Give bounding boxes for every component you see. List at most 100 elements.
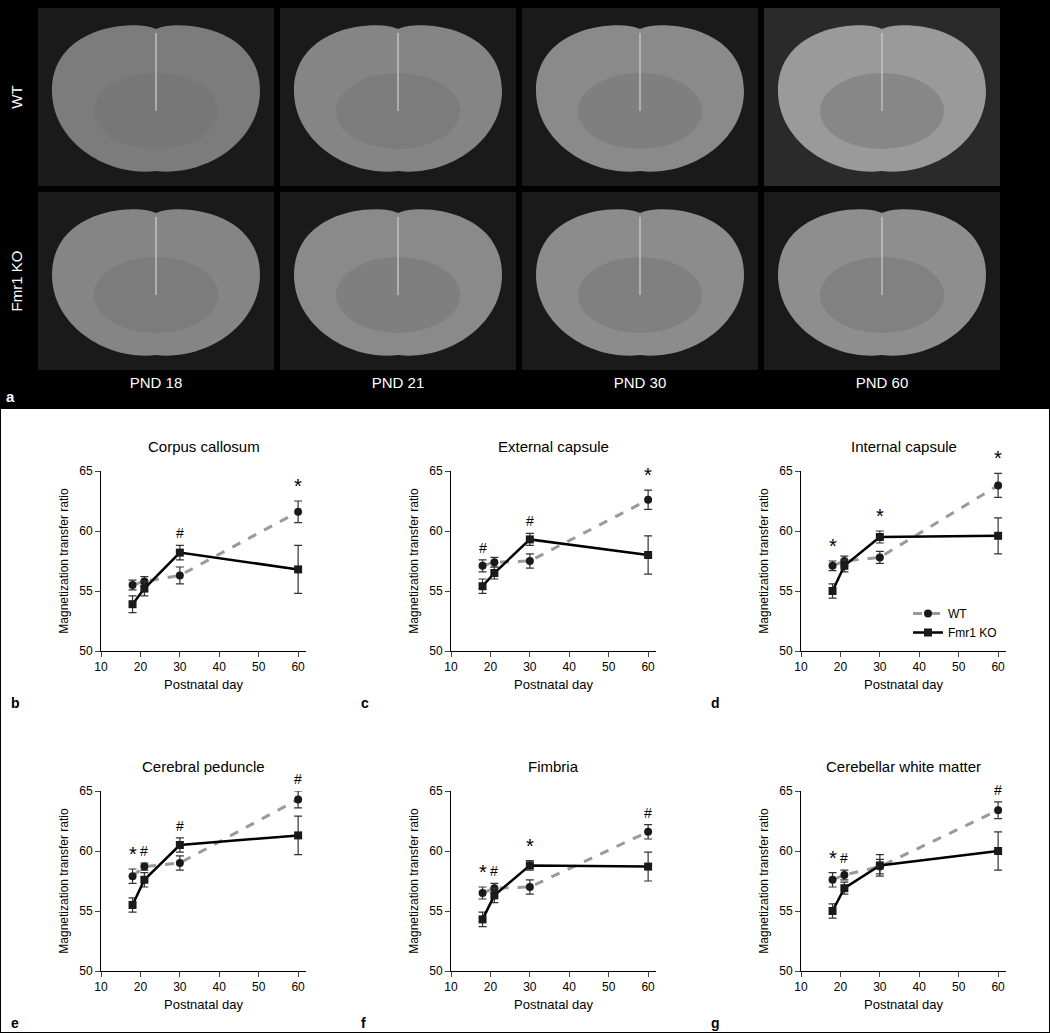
svg-text:40: 40 — [563, 980, 577, 994]
svg-text:#: # — [140, 843, 148, 859]
svg-text:d: d — [711, 695, 720, 711]
svg-text:#: # — [994, 782, 1002, 798]
svg-text:50: 50 — [952, 660, 966, 674]
svg-text:Internal capsule: Internal capsule — [851, 438, 957, 455]
svg-text:50: 50 — [429, 964, 443, 978]
svg-text:40: 40 — [563, 660, 577, 674]
svg-text:Fmr1 KO: Fmr1 KO — [8, 251, 25, 312]
svg-text:WT: WT — [8, 85, 25, 108]
svg-text:50: 50 — [779, 644, 793, 658]
svg-text:#: # — [644, 805, 652, 821]
svg-text:Fimbria: Fimbria — [528, 758, 579, 775]
svg-text:55: 55 — [779, 584, 793, 598]
svg-text:External capsule: External capsule — [498, 438, 609, 455]
svg-text:50: 50 — [602, 660, 616, 674]
svg-text:*: * — [876, 505, 884, 527]
svg-text:*: * — [994, 447, 1002, 469]
svg-text:60: 60 — [641, 660, 655, 674]
svg-text:20: 20 — [484, 660, 498, 674]
svg-text:Magnetization transfer ratio: Magnetization transfer ratio — [57, 488, 71, 634]
svg-text:#: # — [294, 771, 302, 787]
svg-text:#: # — [526, 513, 534, 529]
svg-text:30: 30 — [873, 980, 887, 994]
svg-text:Postnatal day: Postnatal day — [164, 677, 243, 692]
svg-text:55: 55 — [79, 584, 93, 598]
svg-text:40: 40 — [213, 980, 227, 994]
svg-text:Magnetization transfer ratio: Magnetization transfer ratio — [57, 808, 71, 954]
svg-text:50: 50 — [79, 964, 93, 978]
svg-text:*: * — [644, 464, 652, 486]
svg-text:55: 55 — [79, 904, 93, 918]
svg-text:50: 50 — [79, 644, 93, 658]
svg-text:PND 21: PND 21 — [372, 374, 425, 391]
svg-text:60: 60 — [429, 844, 443, 858]
svg-text:Magnetization transfer ratio: Magnetization transfer ratio — [757, 808, 771, 954]
svg-text:Postnatal day: Postnatal day — [864, 997, 943, 1012]
svg-text:g: g — [711, 1015, 720, 1031]
svg-text:40: 40 — [213, 660, 227, 674]
svg-text:60: 60 — [779, 844, 793, 858]
svg-text:*: * — [129, 843, 137, 865]
svg-text:Corpus callosum: Corpus callosum — [148, 438, 260, 455]
svg-text:30: 30 — [173, 660, 187, 674]
svg-text:50: 50 — [252, 980, 266, 994]
svg-text:60: 60 — [991, 660, 1005, 674]
svg-text:10: 10 — [444, 660, 458, 674]
svg-text:#: # — [490, 863, 498, 879]
svg-text:65: 65 — [429, 784, 443, 798]
svg-text:30: 30 — [873, 660, 887, 674]
svg-text:65: 65 — [79, 784, 93, 798]
svg-text:Magnetization transfer ratio: Magnetization transfer ratio — [407, 488, 421, 634]
svg-text:#: # — [176, 525, 184, 541]
svg-text:55: 55 — [779, 904, 793, 918]
svg-text:Fmr1 KO: Fmr1 KO — [948, 626, 997, 640]
svg-text:30: 30 — [523, 660, 537, 674]
svg-text:#: # — [176, 818, 184, 834]
svg-text:PND 18: PND 18 — [130, 374, 183, 391]
svg-text:f: f — [361, 1015, 366, 1031]
svg-text:e: e — [11, 1015, 19, 1031]
svg-text:60: 60 — [991, 980, 1005, 994]
svg-text:20: 20 — [484, 980, 498, 994]
svg-text:65: 65 — [779, 464, 793, 478]
svg-text:#: # — [479, 540, 487, 556]
svg-text:c: c — [361, 695, 369, 711]
svg-text:60: 60 — [641, 980, 655, 994]
svg-text:50: 50 — [252, 660, 266, 674]
svg-text:50: 50 — [952, 980, 966, 994]
svg-text:50: 50 — [779, 964, 793, 978]
svg-text:55: 55 — [429, 584, 443, 598]
svg-text:*: * — [829, 535, 837, 557]
svg-text:20: 20 — [834, 660, 848, 674]
svg-text:*: * — [294, 475, 302, 497]
svg-text:50: 50 — [429, 644, 443, 658]
svg-text:10: 10 — [444, 980, 458, 994]
svg-text:Magnetization transfer ratio: Magnetization transfer ratio — [757, 488, 771, 634]
svg-text:10: 10 — [794, 980, 808, 994]
svg-text:65: 65 — [79, 464, 93, 478]
svg-text:60: 60 — [429, 524, 443, 538]
svg-text:*: * — [526, 835, 534, 857]
svg-text:30: 30 — [173, 980, 187, 994]
svg-text:*: * — [829, 847, 837, 869]
svg-text:40: 40 — [913, 980, 927, 994]
svg-text:*: * — [479, 861, 487, 883]
svg-text:Postnatal day: Postnatal day — [514, 677, 593, 692]
svg-text:65: 65 — [779, 784, 793, 798]
svg-text:Postnatal day: Postnatal day — [864, 677, 943, 692]
svg-text:Postnatal day: Postnatal day — [514, 997, 593, 1012]
svg-text:a: a — [6, 388, 15, 405]
svg-text:60: 60 — [779, 524, 793, 538]
svg-text:30: 30 — [523, 980, 537, 994]
svg-text:60: 60 — [291, 660, 305, 674]
svg-text:Cerebellar white matter: Cerebellar white matter — [826, 758, 981, 775]
svg-text:60: 60 — [79, 844, 93, 858]
svg-text:20: 20 — [834, 980, 848, 994]
svg-text:Cerebral peduncle: Cerebral peduncle — [142, 758, 265, 775]
svg-text:60: 60 — [291, 980, 305, 994]
svg-text:WT: WT — [948, 607, 967, 621]
svg-text:#: # — [840, 850, 848, 866]
svg-text:10: 10 — [94, 660, 108, 674]
svg-text:20: 20 — [134, 660, 148, 674]
svg-text:PND 30: PND 30 — [614, 374, 667, 391]
